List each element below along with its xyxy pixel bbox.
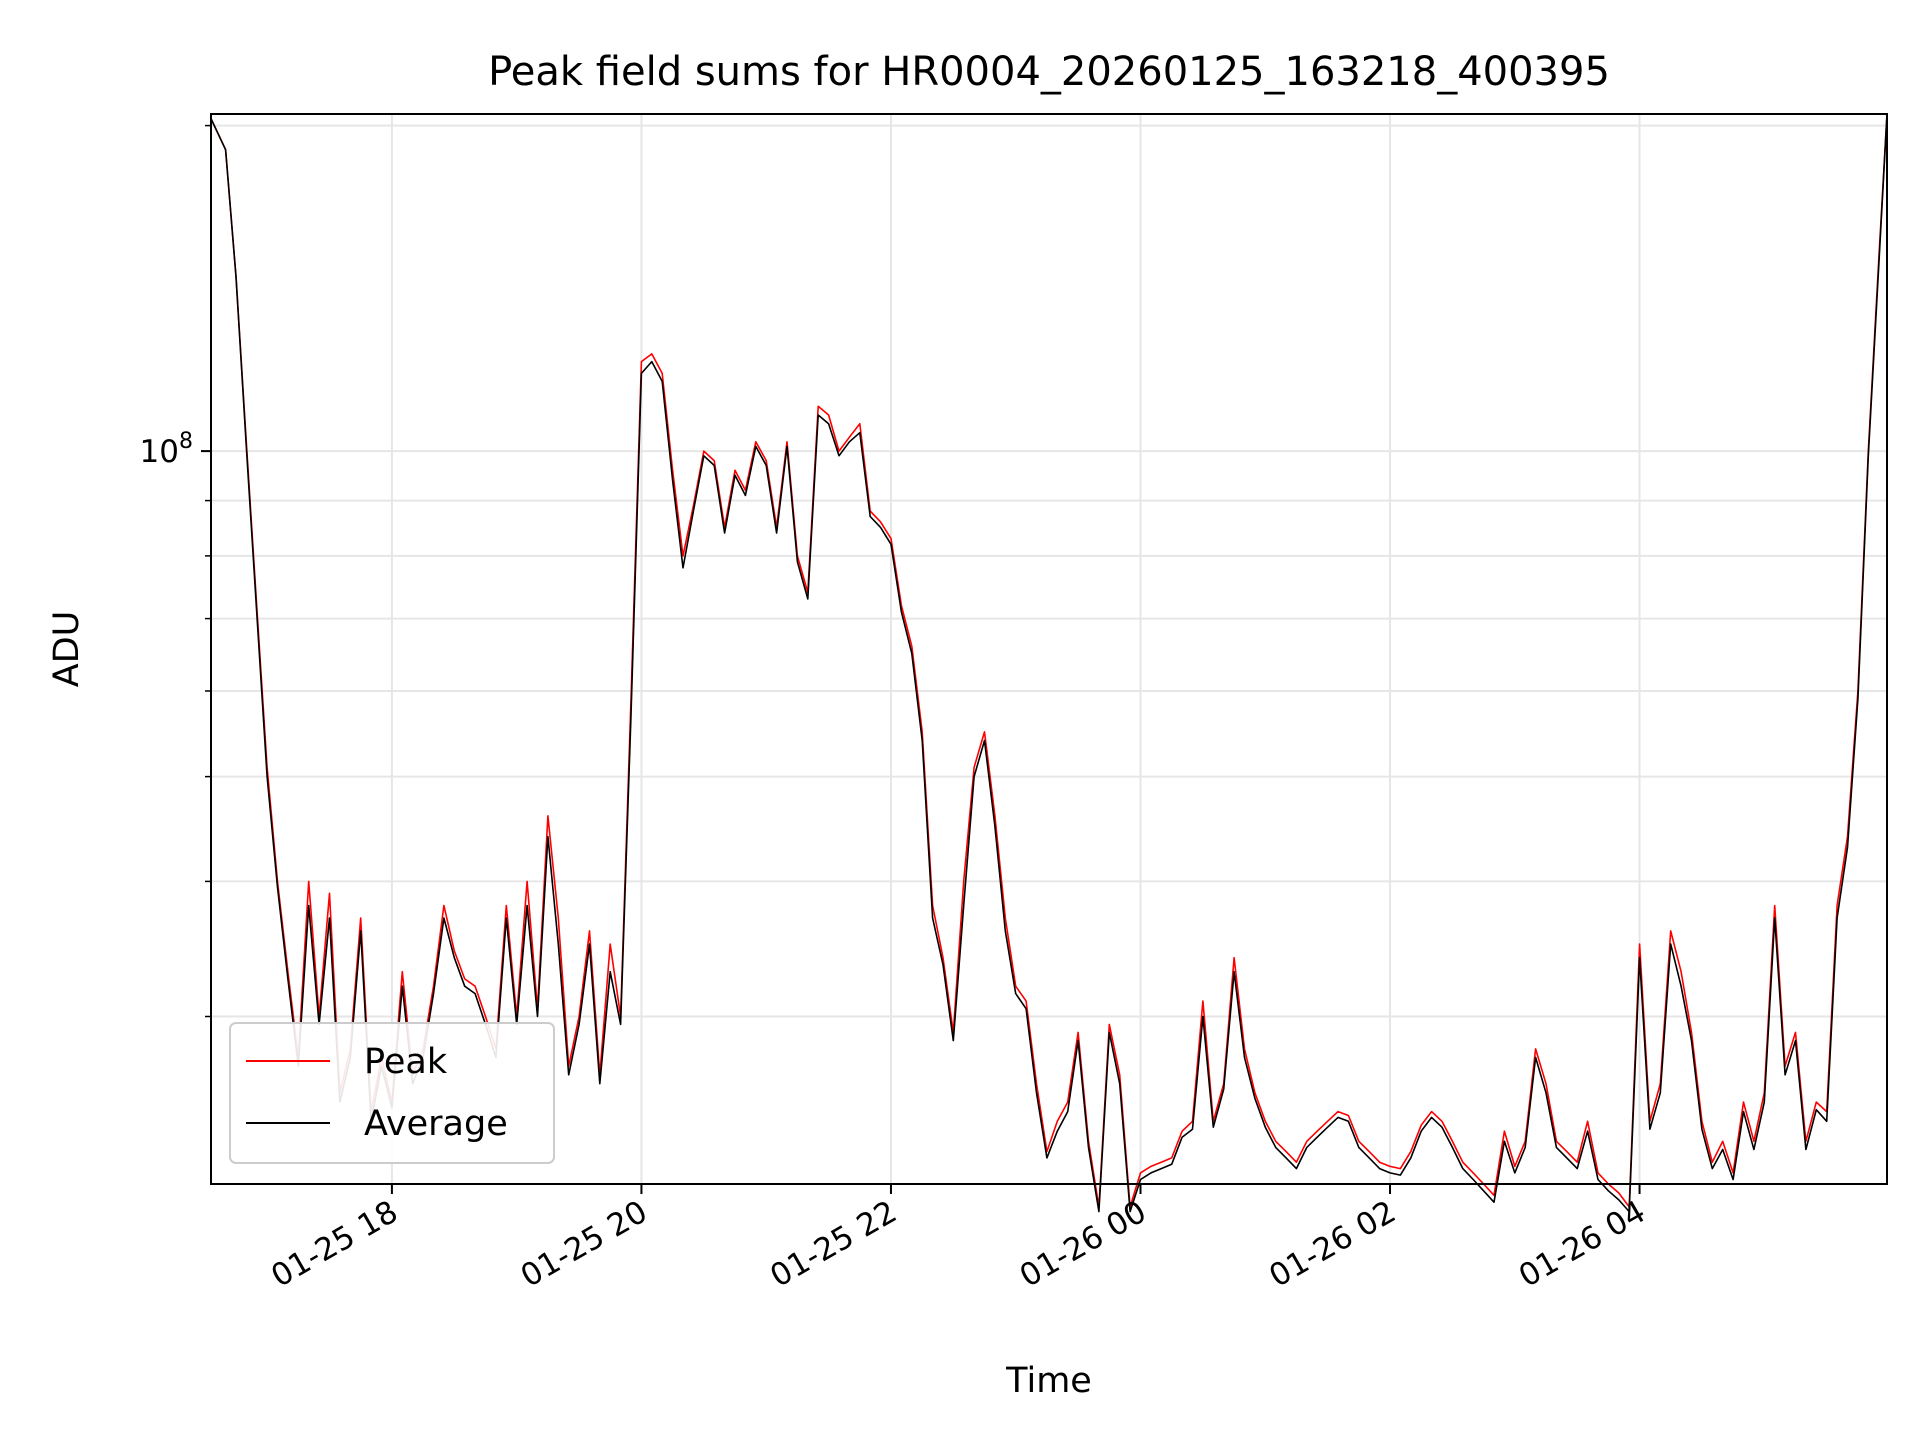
chart-title: Peak field sums for HR0004_20260125_1632…: [488, 49, 1610, 95]
legend-box: [229, 1022, 555, 1164]
y-axis-label: ADU: [47, 611, 87, 688]
grid: [211, 114, 1887, 1184]
y-tick-label: 108: [140, 429, 193, 470]
legend-label-average: Average: [364, 1104, 508, 1144]
legend-label-peak: Peak: [364, 1042, 448, 1082]
axes-frame: [210, 113, 1888, 1185]
legend: Peak Average: [229, 1022, 555, 1164]
x-axis-label: Time: [1005, 1361, 1092, 1401]
